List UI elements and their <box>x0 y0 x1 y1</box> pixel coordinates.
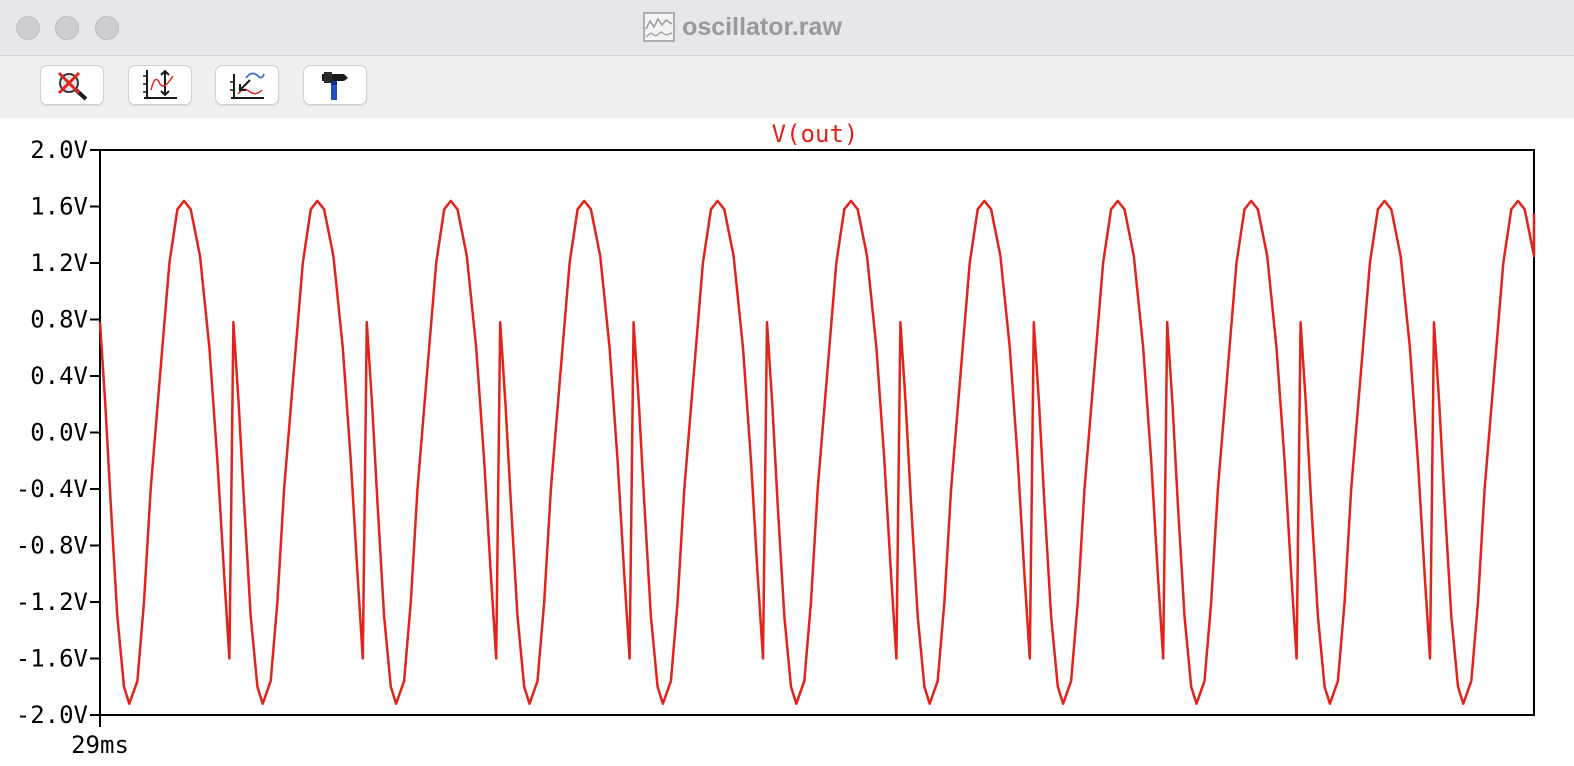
toolbar <box>0 56 1574 118</box>
trace-name-label[interactable]: V(out) <box>772 120 859 148</box>
zoom-cancel-button[interactable] <box>40 65 104 105</box>
close-window-button[interactable] <box>16 16 40 40</box>
window-title: oscillator.raw <box>682 12 842 41</box>
y-axis: 2.0V 1.6V 1.2V 0.8V 0.4V 0.0V -0.4V -0.8V -1.2V -… <box>16 136 100 729</box>
magnifier-cancel-icon <box>57 71 88 101</box>
minimize-window-button[interactable] <box>55 16 79 40</box>
zoom-window-button[interactable] <box>95 16 119 40</box>
y-tick-label: 2.0V <box>30 136 88 164</box>
plot-pane[interactable]: V(out) 2.0V 1.6V 1.2V 0.8V 0.4V 0.0V -0.4V -0.8… <box>0 118 1574 766</box>
y-tick-label: 0.8V <box>30 306 88 334</box>
window-title-group: oscillator.raw <box>0 8 1574 46</box>
hammer-icon <box>322 72 348 100</box>
y-tick-label: -2.0V <box>16 701 88 729</box>
y-tick-label: 0.0V <box>30 419 88 447</box>
zoom-fit-button[interactable] <box>215 65 279 105</box>
y-tick-label: 0.4V <box>30 362 88 390</box>
settings-button[interactable] <box>303 65 367 105</box>
waveform-document-icon <box>643 12 675 42</box>
waveform-chart[interactable]: V(out) 2.0V 1.6V 1.2V 0.8V 0.4V 0.0V -0.4V -0.8… <box>0 118 1574 766</box>
y-tick-label: -0.4V <box>16 475 88 503</box>
zoom-fit-icon <box>230 72 265 99</box>
title-bar: oscillator.raw <box>0 0 1574 56</box>
y-tick-label: 1.6V <box>30 193 88 221</box>
x-axis: 29ms <box>71 715 129 759</box>
autorange-vertical-icon <box>143 69 177 99</box>
y-tick-label: -0.8V <box>16 532 88 560</box>
autorange-y-button[interactable] <box>128 65 192 105</box>
trace-v-out[interactable] <box>98 199 1536 705</box>
y-tick-label: -1.6V <box>16 645 88 673</box>
y-tick-label: -1.2V <box>16 588 88 616</box>
x-tick-label: 29ms <box>71 731 129 759</box>
y-tick-label: 1.2V <box>30 249 88 277</box>
